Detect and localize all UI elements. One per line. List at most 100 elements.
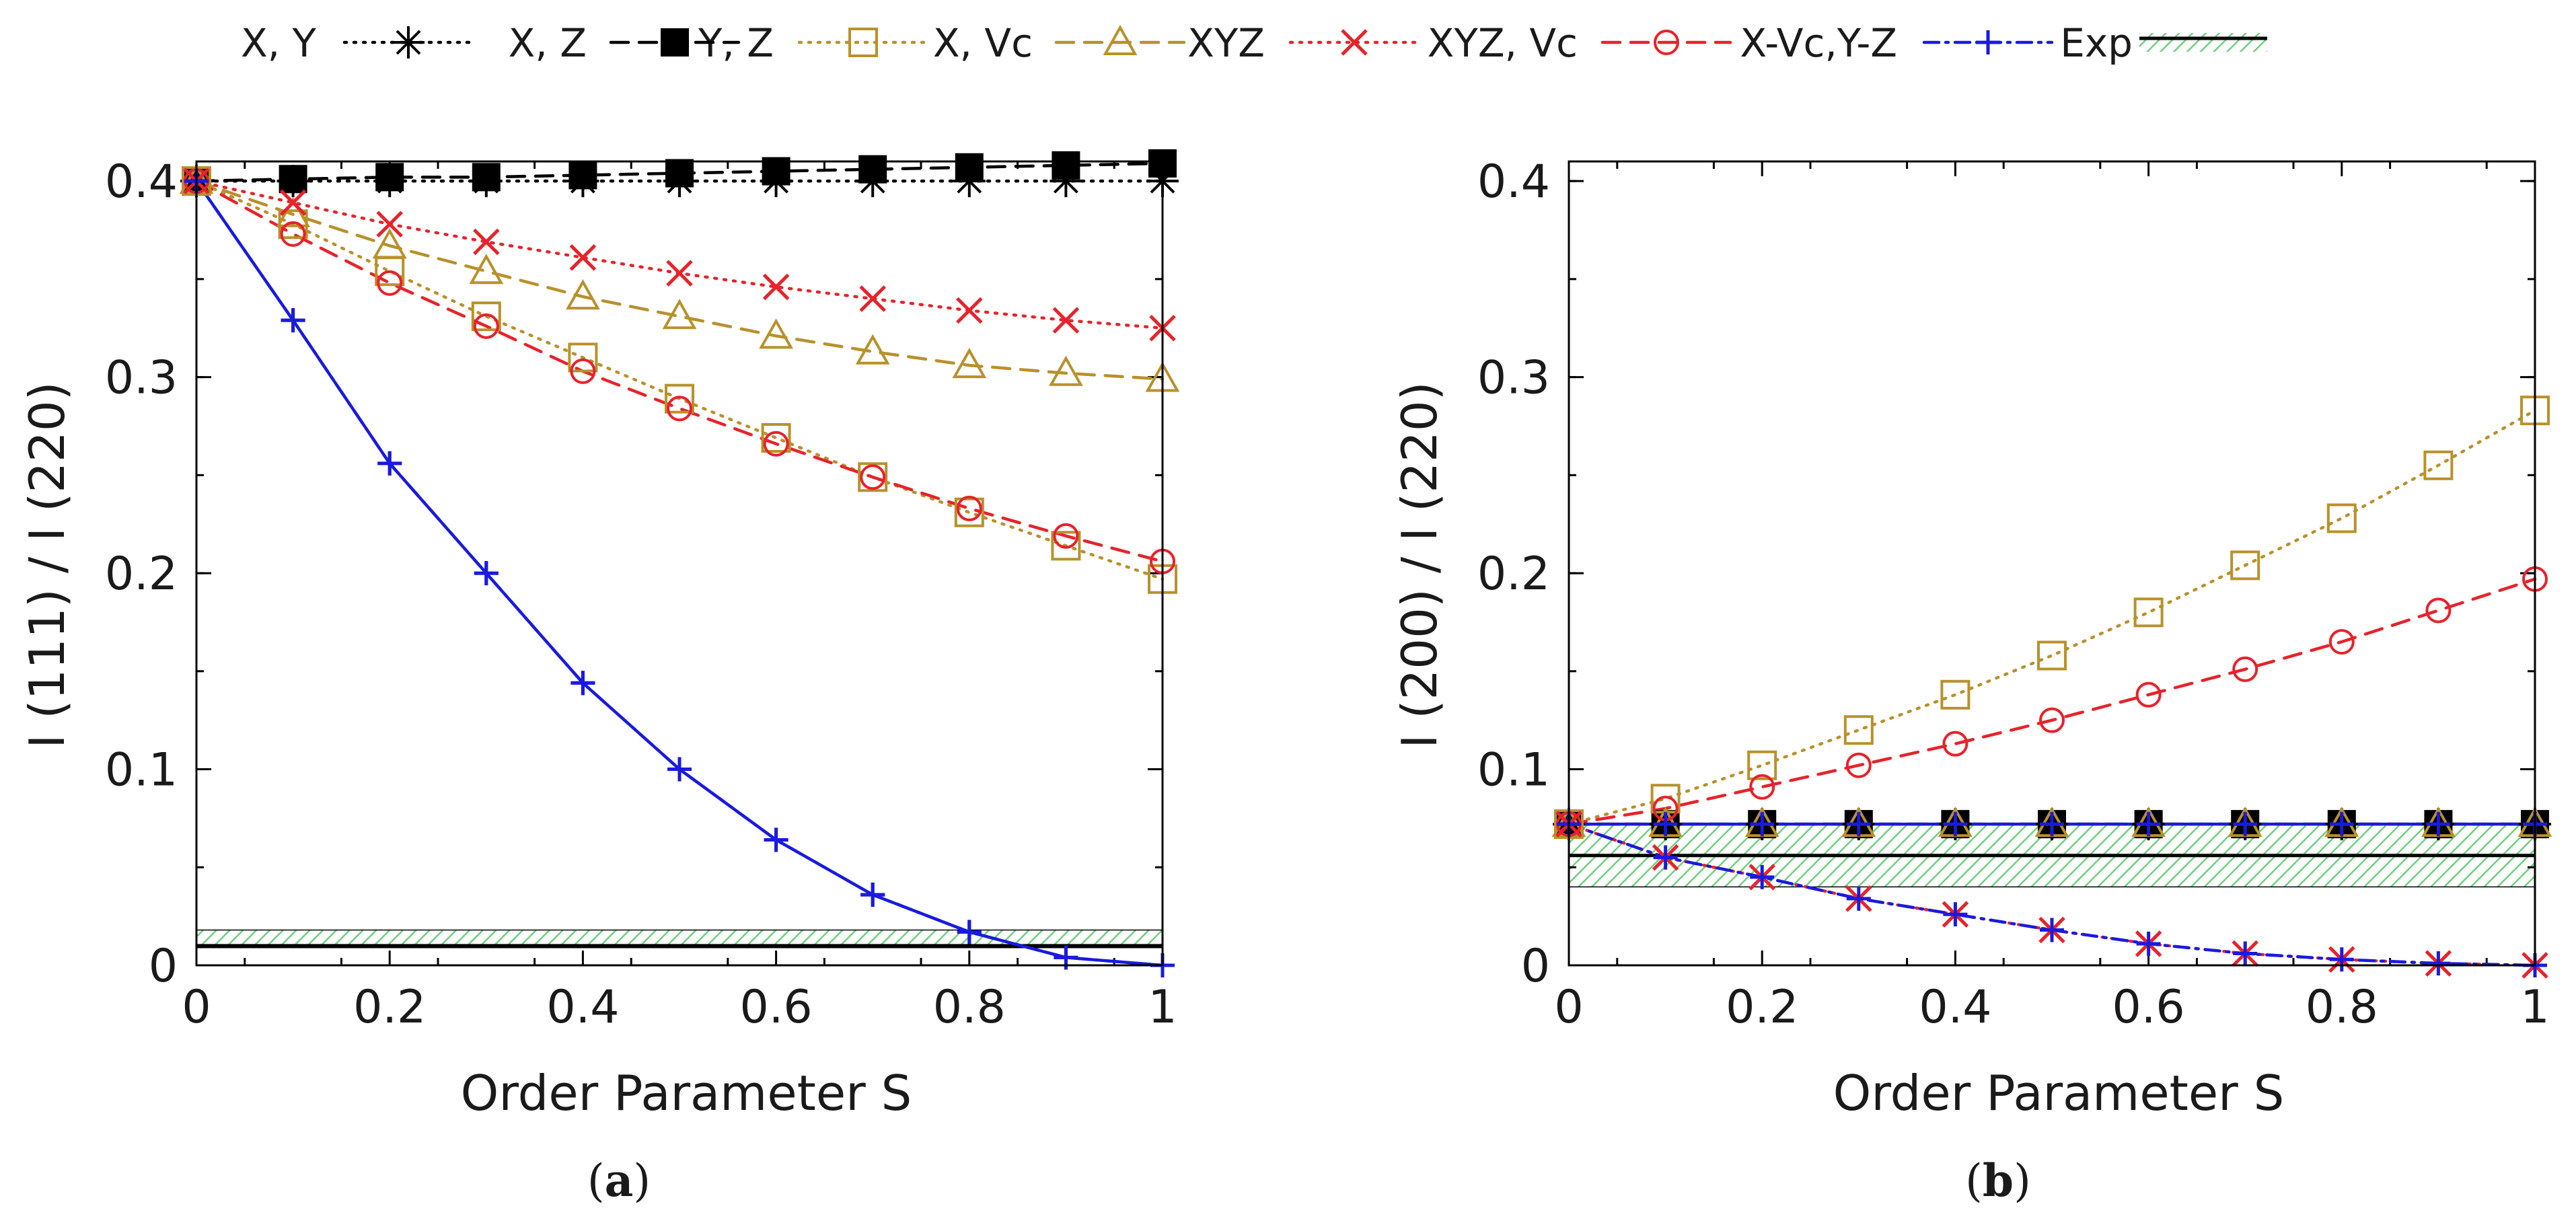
data-point (568, 161, 597, 190)
data-point (2329, 947, 2354, 972)
data-point (1653, 845, 1678, 870)
data-point (2037, 640, 2067, 671)
series-line (194, 179, 1165, 381)
series-markers (1551, 396, 2552, 979)
data-point (372, 228, 407, 259)
x-tick-label: 0.4 (546, 981, 619, 1034)
x-tick-label: 0.2 (353, 981, 426, 1034)
data-point (860, 464, 886, 490)
data-point (1052, 307, 1080, 334)
series-markers (179, 149, 1180, 977)
y-tick-label: 0.4 (105, 155, 178, 209)
data-point (859, 285, 886, 312)
y-tick-label: 0.3 (1477, 352, 1550, 405)
data-point (957, 920, 982, 944)
legend-label: X-Vc,Y-Z (1740, 20, 1897, 66)
x-tick-label: 0.2 (1726, 981, 1798, 1034)
data-point (377, 451, 402, 476)
data-point (667, 757, 692, 782)
data-point (665, 159, 694, 188)
data-point (2136, 812, 2161, 837)
series-line (194, 179, 1165, 330)
data-point (761, 422, 791, 453)
data-point (1048, 355, 1083, 386)
legend-sample-band (2139, 33, 2267, 52)
data-point (762, 273, 790, 301)
data-point (1750, 864, 1775, 889)
tick-labels: 0 0.2 0.4 0.6 0.8 1 0 0.1 0.2 0.3 0.4 (1477, 155, 2550, 1034)
data-point (952, 348, 987, 379)
legend-samples (342, 24, 2267, 59)
data-point (2040, 918, 2064, 942)
x-tick-label: 0 (1554, 981, 1583, 1034)
series-lines (194, 161, 1165, 967)
data-point (1943, 812, 1968, 837)
data-point (665, 383, 694, 414)
data-point (2426, 951, 2451, 976)
data-point (763, 431, 789, 457)
data-point (1940, 679, 1971, 710)
data-point (276, 196, 311, 227)
data-point (1942, 731, 1968, 757)
data-point (1051, 531, 1081, 561)
x-tick-label: 1 (1148, 981, 1177, 1034)
data-point (2328, 629, 2355, 655)
data-point (281, 308, 305, 333)
series-line (194, 179, 1165, 967)
series-group (179, 149, 1180, 977)
data-point (473, 313, 499, 339)
legend-sample-marker (661, 28, 689, 57)
y-tick-label: 0.3 (105, 352, 178, 405)
data-point (858, 155, 887, 184)
y-axis-label: I (111) / I (220) (19, 381, 75, 748)
legend-sample-marker (1341, 29, 1368, 56)
data-point (1653, 812, 1678, 837)
data-point (2425, 597, 2452, 624)
data-point (568, 342, 598, 373)
data-point (860, 883, 885, 907)
data-point (1747, 750, 1777, 780)
data-point (667, 396, 692, 422)
series-line (194, 179, 1165, 563)
x-tick-label: 0.6 (2112, 981, 2185, 1034)
series-line (194, 179, 1165, 581)
y-tick-label: 0 (1521, 940, 1550, 993)
series-line (194, 179, 1165, 967)
data-point (570, 358, 596, 384)
y-tick-label: 0.4 (1477, 155, 1550, 209)
panel-a: 0 0.2 0.4 0.6 0.8 1 0 0.1 0.2 0.3 0.4 Order Parame… (19, 149, 1180, 1207)
x-tick-label: 0.8 (2306, 981, 2378, 1034)
data-point (2136, 931, 2161, 956)
data-point (955, 153, 984, 182)
data-point (858, 462, 888, 492)
legend-sample-marker (848, 28, 878, 57)
legend-label: X, Z (509, 20, 587, 66)
x-tick-label: 0.8 (933, 981, 1006, 1034)
data-point (2233, 941, 2258, 966)
data-point (472, 163, 501, 192)
y-tick-label: 0.1 (105, 744, 178, 797)
data-point (565, 279, 600, 310)
tick-labels: 0 0.2 0.4 0.6 0.8 1 0 0.1 0.2 0.3 0.4 (105, 155, 1177, 1034)
data-point (2232, 656, 2258, 682)
y-tick-label: 0 (149, 940, 178, 993)
data-point (2423, 450, 2454, 480)
panel-b: 0 0.2 0.4 0.6 0.8 1 0 0.1 0.2 0.3 0.4 Order Parame… (1391, 155, 2552, 1207)
data-point (2326, 503, 2357, 533)
x-tick-label: 0 (182, 981, 211, 1034)
data-point (954, 497, 984, 527)
y-tick-label: 0.1 (1477, 744, 1550, 797)
data-point (569, 244, 597, 271)
legend-label: X, Vc (933, 20, 1033, 66)
data-point (2040, 812, 2064, 837)
data-point (2426, 812, 2451, 837)
data-point (1053, 523, 1079, 549)
ticks (195, 161, 1164, 967)
legend-sample-marker (1976, 30, 2000, 54)
y-tick-label: 0.2 (105, 548, 178, 601)
data-point (377, 270, 403, 296)
data-point (855, 334, 890, 365)
data-point (2230, 550, 2260, 581)
data-point (473, 228, 500, 256)
